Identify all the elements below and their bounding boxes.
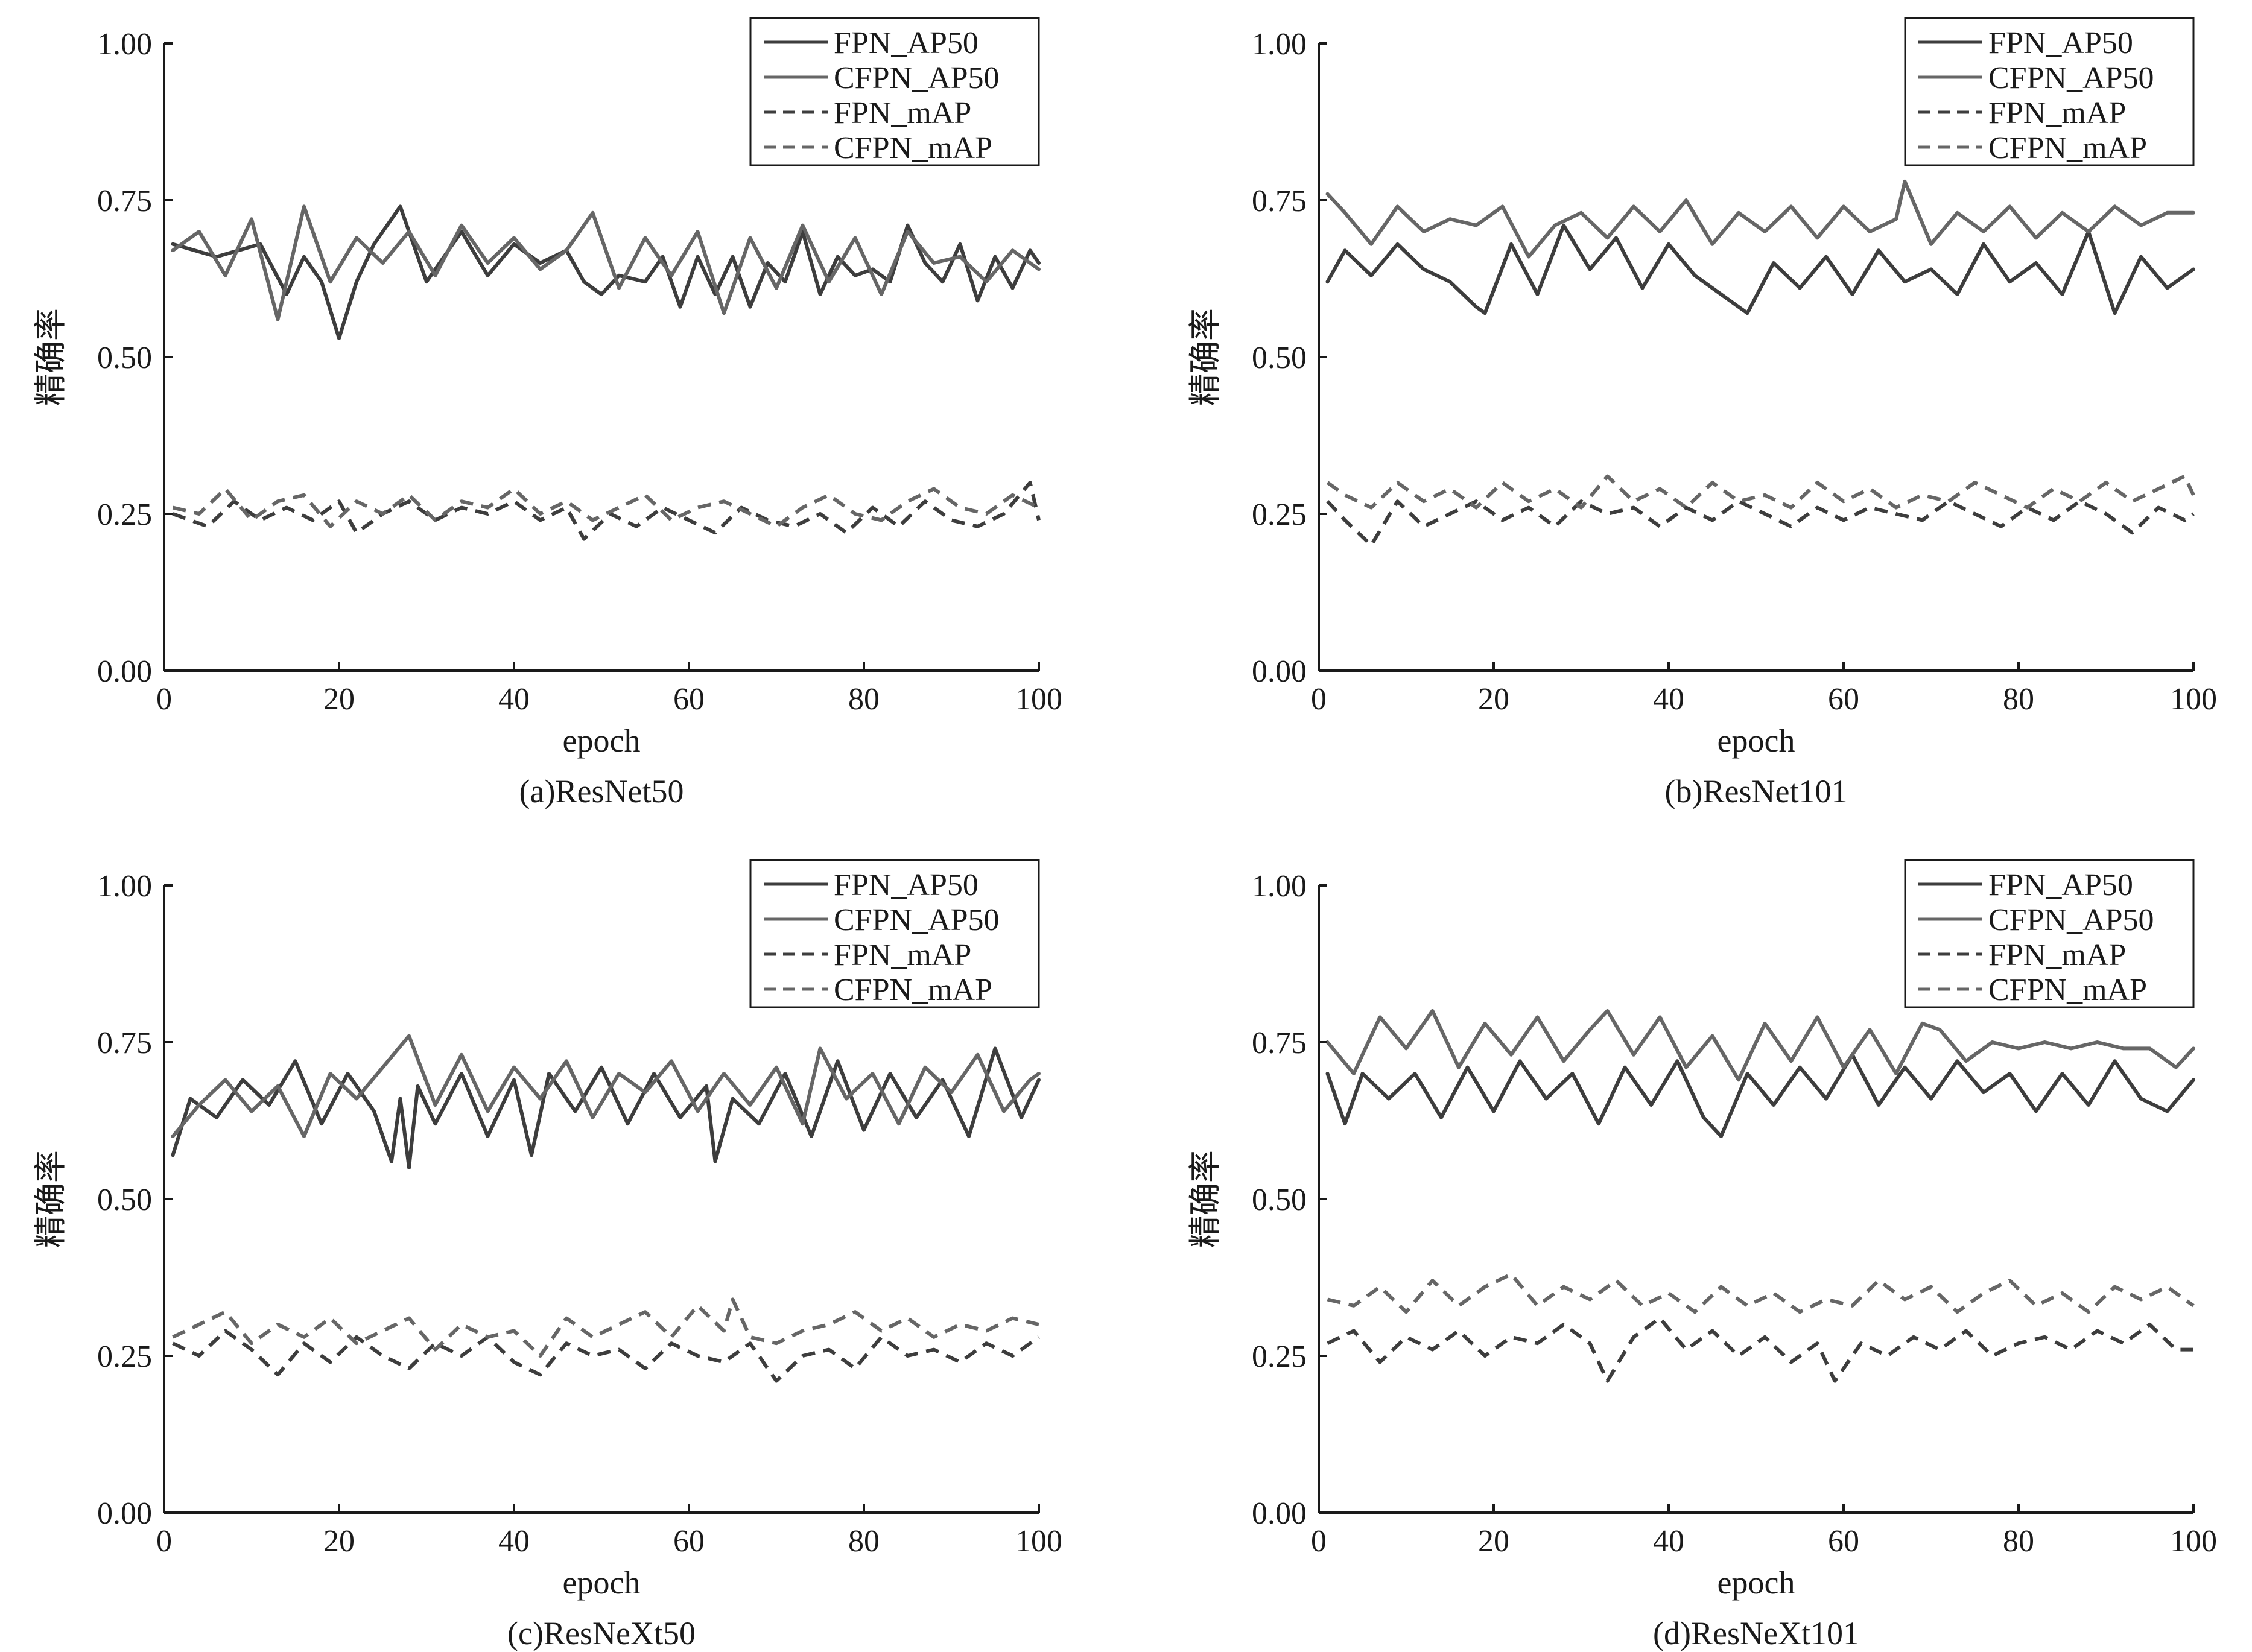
legend-box	[749, 17, 1040, 166]
legend-label: CFPN_mAP	[834, 973, 992, 1007]
x-tick-label: 80	[2003, 682, 2034, 717]
x-tick-label: 40	[1653, 1524, 1684, 1559]
y-tick-label: 0.00	[97, 1496, 152, 1531]
x-tick-label: 0	[156, 1524, 172, 1559]
legend-box	[1904, 17, 2195, 166]
y-axis-label: 精确率	[33, 1150, 69, 1248]
y-tick-label: 0.50	[97, 1183, 152, 1217]
x-tick-label: 80	[2003, 1524, 2034, 1559]
y-tick-label: 0.00	[97, 654, 152, 689]
y-tick-label: 0.00	[1252, 654, 1307, 689]
chart-panel: 0 20 40 60 80 100 0.00 0.25 0.50 0.75 1.00 epoch 精确率…	[33, 859, 1062, 1651]
y-tick-label: 0.25	[97, 498, 152, 532]
x-tick-label: 40	[498, 682, 530, 717]
x-tick-label: 100	[2170, 1524, 2217, 1559]
x-tick-label: 20	[323, 682, 355, 717]
legend-label: FPN_mAP	[1988, 96, 2126, 130]
legend-label: FPN_AP50	[834, 868, 979, 902]
legend-label: CFPN_AP50	[834, 61, 1000, 95]
y-tick-label: 0.50	[1252, 341, 1307, 375]
series-line	[171, 1034, 1041, 1138]
y-tick-label: 1.00	[97, 869, 152, 904]
series-line	[1326, 499, 2195, 547]
series-line	[171, 1046, 1041, 1169]
y-tick-label: 0.75	[1252, 1026, 1307, 1060]
x-tick-label: 100	[1015, 1524, 1062, 1559]
y-tick-label: 1.00	[1252, 869, 1307, 904]
y-tick-label: 0.75	[97, 1026, 152, 1060]
x-tick-label: 0	[1311, 1524, 1327, 1559]
y-axis-label: 精确率	[1187, 308, 1223, 406]
y-axis-label: 精确率	[1187, 1150, 1223, 1248]
legend-label: CFPN_mAP	[834, 131, 992, 165]
legend-label: FPN_AP50	[1988, 26, 2133, 60]
y-axis-label: 精确率	[33, 308, 69, 406]
series-line	[1327, 1272, 2195, 1314]
x-tick-label: 20	[1478, 1524, 1509, 1559]
series-line	[1327, 1316, 2193, 1383]
series-line	[1325, 1052, 2195, 1138]
y-tick-label: 0.00	[1252, 1496, 1307, 1531]
x-axis-label: epoch	[1718, 723, 1795, 759]
series-line	[1325, 1009, 2195, 1082]
series-line	[172, 481, 1041, 541]
y-tick-label: 0.75	[97, 184, 152, 218]
x-tick-label: 60	[673, 1524, 705, 1559]
legend-label: CFPN_AP50	[834, 903, 1000, 937]
x-tick-label: 20	[1478, 682, 1509, 717]
legend-label: FPN_AP50	[834, 26, 979, 60]
subplot-caption: (a)ResNet50	[519, 773, 684, 809]
legend-label: CFPN_AP50	[1988, 61, 2154, 95]
legend-label: CFPN_mAP	[1988, 973, 2147, 1007]
x-axis-label: epoch	[563, 723, 641, 759]
series-line	[172, 1297, 1039, 1358]
series-line	[172, 1329, 1040, 1383]
legend-label: FPN_mAP	[834, 938, 971, 972]
y-tick-label: 0.75	[1252, 184, 1307, 218]
x-axis-label: epoch	[563, 1565, 641, 1601]
x-tick-label: 20	[323, 1524, 355, 1559]
series-line	[1325, 179, 2195, 259]
x-tick-label: 100	[2170, 682, 2217, 717]
subplot-caption: (d)ResNeXt101	[1653, 1615, 1859, 1651]
legend-label: FPN_AP50	[1988, 868, 2133, 902]
x-tick-label: 0	[156, 682, 172, 717]
y-tick-label: 0.25	[1252, 498, 1307, 532]
y-tick-label: 0.50	[1252, 1183, 1307, 1217]
series-line	[1325, 223, 2195, 315]
legend-label: FPN_mAP	[1988, 938, 2126, 972]
series-line	[171, 204, 1041, 340]
x-tick-label: 60	[1828, 682, 1859, 717]
x-tick-label: 0	[1311, 682, 1327, 717]
legend-label: CFPN_mAP	[1988, 131, 2147, 165]
x-tick-label: 40	[1653, 682, 1684, 717]
chart-panel: 0 20 40 60 80 100 0.00 0.25 0.50 0.75 1.00 epoch 精确率…	[33, 17, 1062, 809]
x-tick-label: 60	[673, 682, 705, 717]
x-tick-label: 60	[1828, 1524, 1859, 1559]
series-line	[1326, 474, 2195, 510]
y-tick-label: 0.50	[97, 341, 152, 375]
y-tick-label: 1.00	[97, 27, 152, 62]
legend-label: FPN_mAP	[834, 96, 971, 130]
y-tick-label: 1.00	[1252, 27, 1307, 62]
x-tick-label: 100	[1015, 682, 1062, 717]
y-tick-label: 0.25	[97, 1340, 152, 1374]
legend-label: CFPN_AP50	[1988, 903, 2154, 937]
series-line	[172, 487, 1040, 528]
x-tick-label: 40	[498, 1524, 530, 1559]
x-axis-label: epoch	[1718, 1565, 1795, 1601]
subplot-caption: (c)ResNeXt50	[507, 1615, 696, 1651]
chart-panel: 0 20 40 60 80 100 0.00 0.25 0.50 0.75 1.00 epoch 精确率…	[1187, 859, 2217, 1651]
series-line	[171, 204, 1041, 321]
y-tick-label: 0.25	[1252, 1340, 1307, 1374]
x-tick-label: 80	[848, 682, 880, 717]
chart-panel: 0 20 40 60 80 100 0.00 0.25 0.50 0.75 1.00 epoch 精确率…	[1187, 17, 2217, 809]
subplot-caption: (b)ResNet101	[1665, 773, 1848, 809]
x-tick-label: 80	[848, 1524, 880, 1559]
